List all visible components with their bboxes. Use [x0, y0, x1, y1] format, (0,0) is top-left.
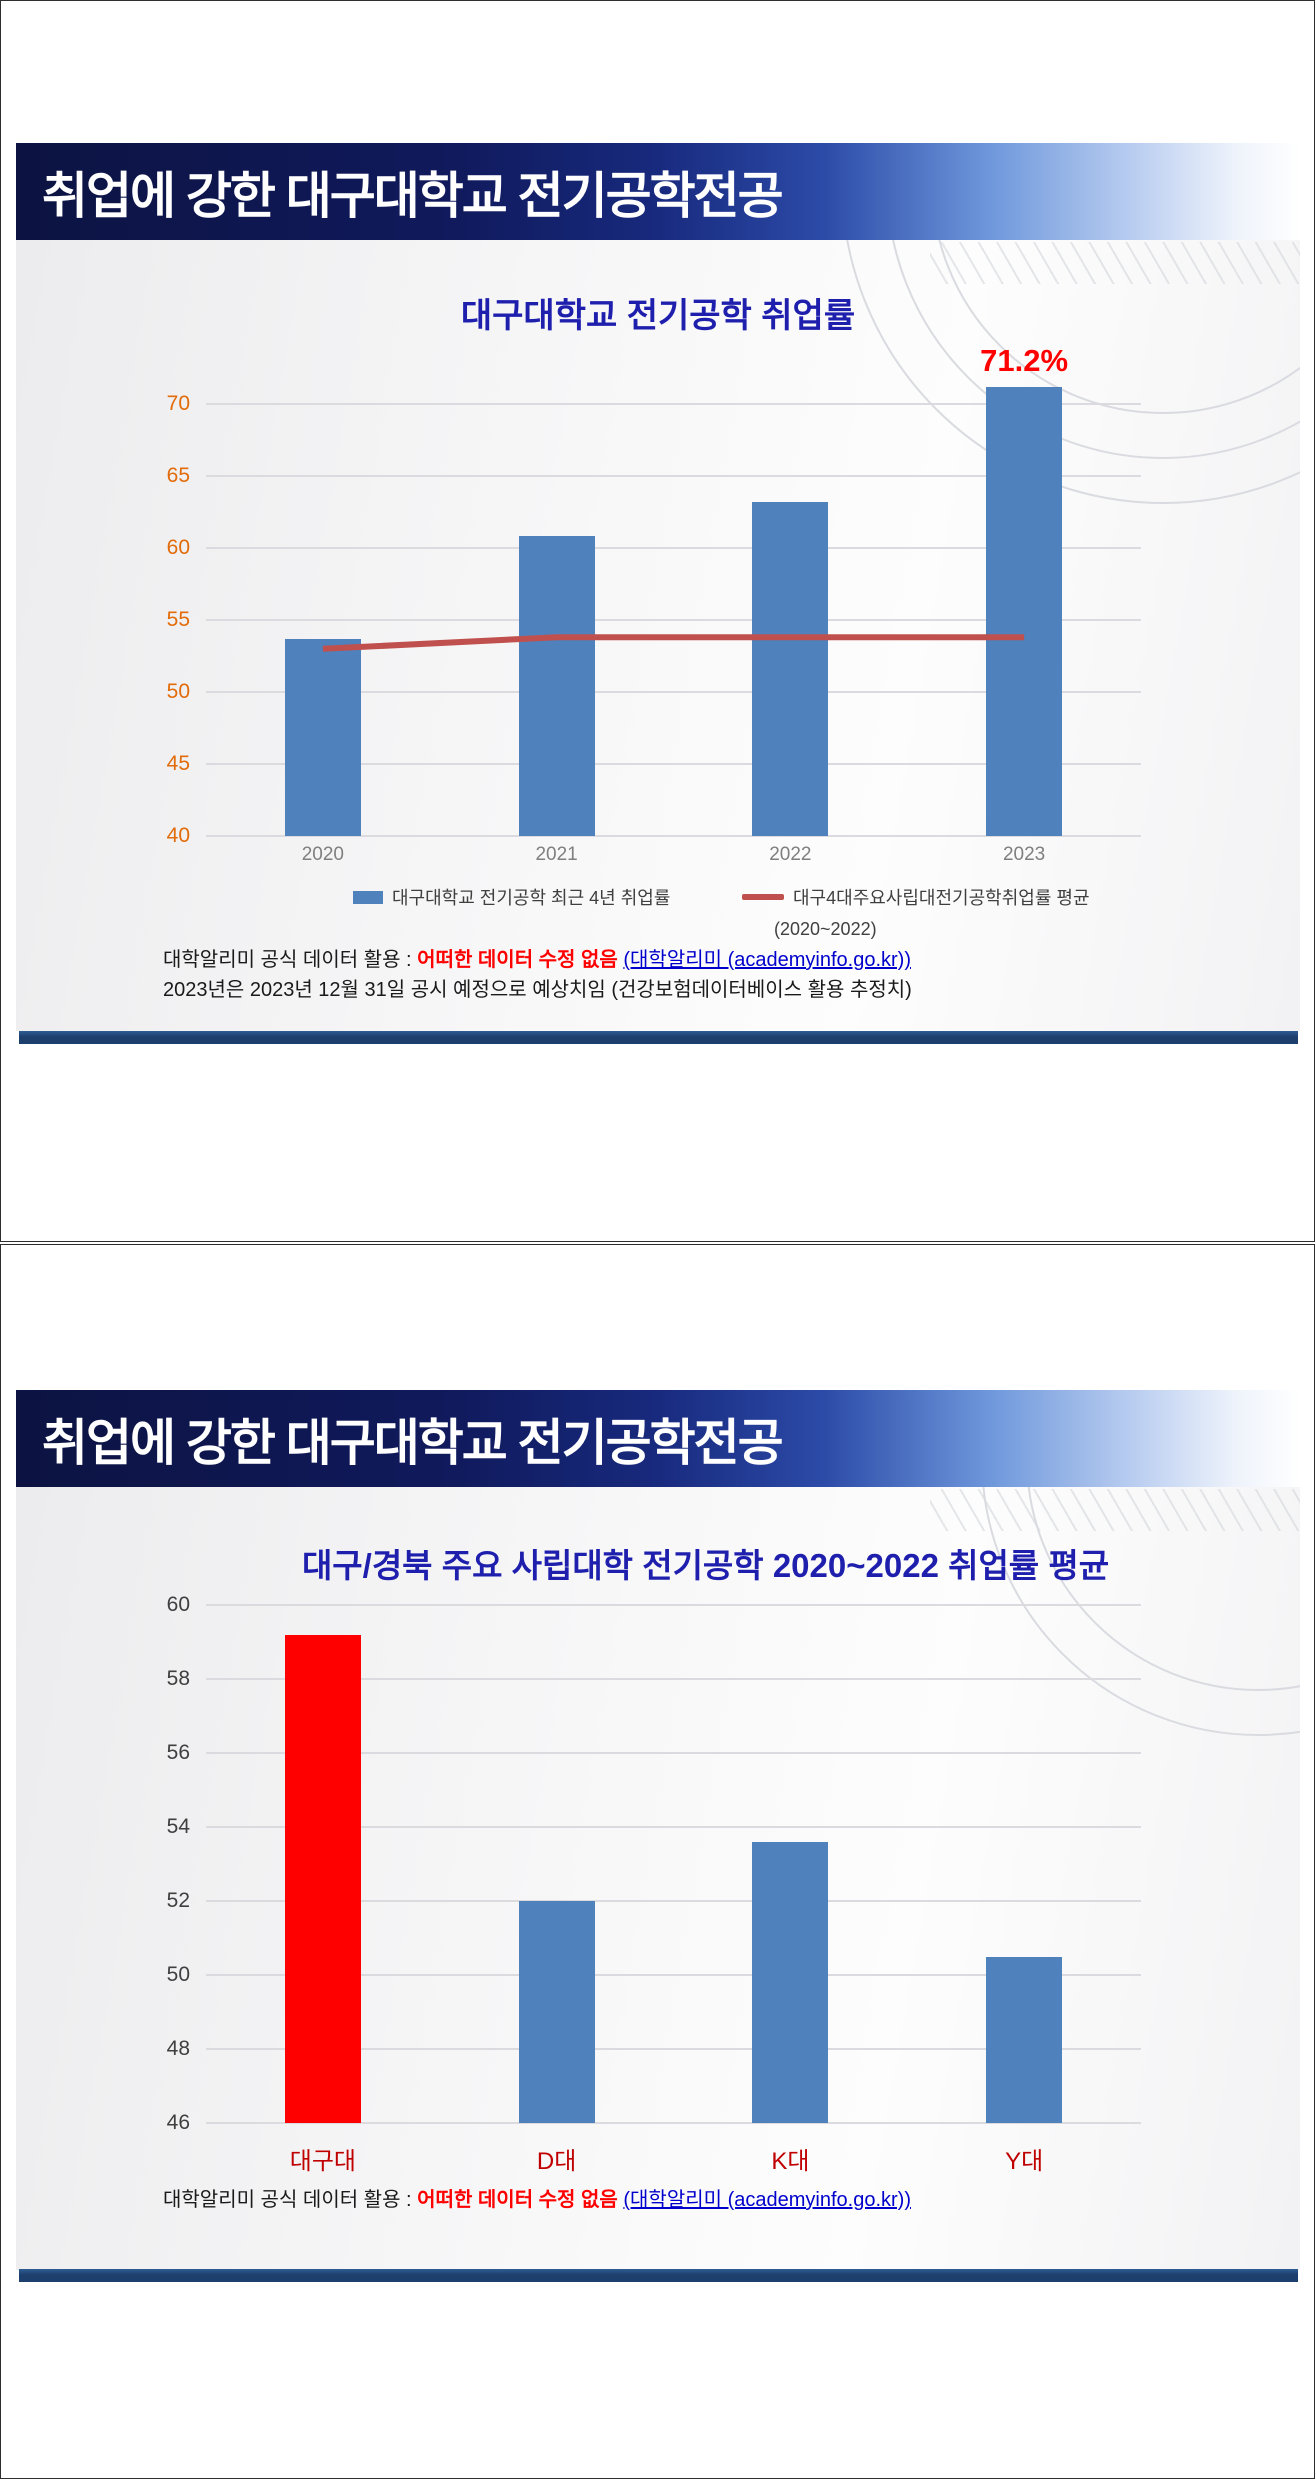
bar-2023: [986, 386, 1063, 836]
slide2-bottom-rule: [19, 2269, 1298, 2282]
gridline-56: [206, 1752, 1141, 1754]
gridline-50: [206, 1974, 1141, 1976]
y-tick-40: 40: [166, 824, 190, 847]
gridline-60: [206, 1604, 1141, 1606]
gridline-55: [206, 619, 1141, 621]
slide1-bottom-rule: [19, 1031, 1298, 1044]
slide-page-2: 취업에 강한 대구대학교 전기공학전공 대구/경북 주요 사립대학 전기공학 2…: [0, 1244, 1315, 2479]
bar-2020: [284, 638, 361, 836]
gridline-58: [206, 1678, 1141, 1680]
y-tick-58: 58: [166, 1667, 190, 1690]
legend-line-swatch: [742, 894, 784, 900]
gridline-54: [206, 1826, 1141, 1828]
slide2-title-banner: 취업에 강한 대구대학교 전기공학전공: [16, 1390, 1300, 1487]
legend-item-line: 대구4대주요사립대전기공학취업률 평균: [742, 884, 1090, 910]
x-label-2022: 2022: [769, 844, 812, 865]
footnote-line-2: 2023년은 2023년 12월 31일 공시 예정으로 예상치임 (건강보험데…: [163, 979, 912, 1001]
x-label-대구대: 대구대: [289, 2148, 356, 2175]
gridline-50: [206, 690, 1141, 693]
gridline-48: [206, 2048, 1141, 2050]
chart1-title: 대구대학교 전기공학 취업률: [460, 297, 856, 335]
y-tick-60: 60: [166, 535, 190, 559]
gridline-40: [206, 835, 1141, 837]
gridline-60: [206, 546, 1141, 549]
gridline-46: [206, 2122, 1141, 2124]
slide2-banner-title: 취업에 강한 대구대학교 전기공학전공: [42, 1414, 784, 1471]
academyinfo-link[interactable]: (대학알리미 (academyinfo.go.kr)): [623, 2189, 911, 2211]
footnote-line-1: 대학알리미 공식 데이터 활용 : 어떠한 데이터 수정 없음 (대학알리미 (…: [163, 945, 912, 975]
slide1-body: 대구대학교 전기공학 취업률 40 45 50 55 60 65 70 2020 2021 202…: [16, 240, 1300, 1031]
bar-2021: [518, 536, 595, 836]
academyinfo-link[interactable]: (대학알리미 (academyinfo.go.kr)): [623, 949, 911, 971]
x-label-2021: 2021: [535, 844, 578, 865]
y-tick-50: 50: [166, 679, 190, 703]
x-label-K대: K대: [771, 2148, 810, 2175]
y-tick-48: 48: [166, 2037, 190, 2060]
legend-bar-swatch: [353, 890, 383, 904]
trend-line: [206, 404, 1141, 836]
slide1-title-banner: 취업에 강한 대구대학교 전기공학전공: [16, 143, 1300, 240]
x-label-2023: 2023: [1002, 844, 1046, 865]
chart2-plot-area: 46 48 50 52 54 56 58 60 대구대 D대 K대 Y대: [167, 1593, 1141, 2175]
y-tick-70: 70: [166, 392, 190, 415]
chart2-title: 대구/경북 주요 사립대학 전기공학 2020~2022 취업률 평균: [301, 1547, 1110, 1584]
y-tick-60: 60: [166, 1593, 190, 1616]
footnote-prefix: 대학알리미 공식 데이터 활용 :: [163, 949, 418, 971]
legend-line-label: 대구4대주요사립대전기공학취업률 평균: [793, 888, 1090, 908]
data-label-71.2%: 71.2%: [980, 342, 1069, 378]
gridline-45: [206, 763, 1141, 765]
x-label-D대: D대: [536, 2148, 577, 2175]
slide1-banner-title: 취업에 강한 대구대학교 전기공학전공: [42, 167, 784, 224]
y-tick-54: 54: [166, 1815, 190, 1838]
slide-page-1: 취업에 강한 대구대학교 전기공학전공 대구대학교 전기공학 취업률 40 45 5…: [0, 0, 1315, 1242]
x-label-Y대: Y대: [1005, 2148, 1044, 2175]
y-tick-55: 55: [166, 608, 190, 631]
legend-line-sub-label: (2020~2022): [774, 919, 877, 939]
legend-bar-label: 대구대학교 전기공학 최근 4년 취업률: [392, 888, 671, 908]
gridline-65: [206, 474, 1141, 477]
footnote-emphasis: 어떠한 데이터 수정 없음: [417, 2189, 618, 2211]
y-tick-52: 52: [166, 1889, 190, 1912]
bar-Y대: [986, 1956, 1063, 2123]
bar-D대: [518, 1901, 595, 2123]
bar-대구대: [284, 1634, 361, 2123]
footnote-emphasis: 어떠한 데이터 수정 없음: [417, 949, 618, 971]
y-tick-50: 50: [166, 1963, 190, 1986]
bar-K대: [752, 1841, 829, 2123]
bar-2022: [752, 501, 829, 836]
y-tick-56: 56: [166, 1741, 190, 1764]
slide1-footnote: 대학알리미 공식 데이터 활용 : 어떠한 데이터 수정 없음 (대학알리미 (…: [163, 945, 912, 1005]
gridline-70: [206, 403, 1141, 405]
footnote-line-1: 대학알리미 공식 데이터 활용 : 어떠한 데이터 수정 없음 (대학알리미 (…: [163, 2185, 911, 2215]
legend-item-bars: 대구대학교 전기공학 최근 4년 취업률: [353, 884, 670, 910]
y-tick-65: 65: [166, 463, 190, 487]
slide2-body: 대구/경북 주요 사립대학 전기공학 2020~2022 취업률 평균 46 48…: [16, 1487, 1300, 2270]
gridline-52: [206, 1900, 1141, 1902]
chart1-plot-area: 40 45 50 55 60 65 70 2020 2021 2022 2023 71.2%: [167, 343, 1141, 865]
y-tick-45: 45: [166, 752, 190, 775]
y-tick-46: 46: [166, 2111, 190, 2134]
x-label-2020: 2020: [301, 844, 345, 865]
slide2-footnote: 대학알리미 공식 데이터 활용 : 어떠한 데이터 수정 없음 (대학알리미 (…: [163, 2185, 911, 2215]
footnote-prefix: 대학알리미 공식 데이터 활용 :: [163, 2189, 418, 2211]
